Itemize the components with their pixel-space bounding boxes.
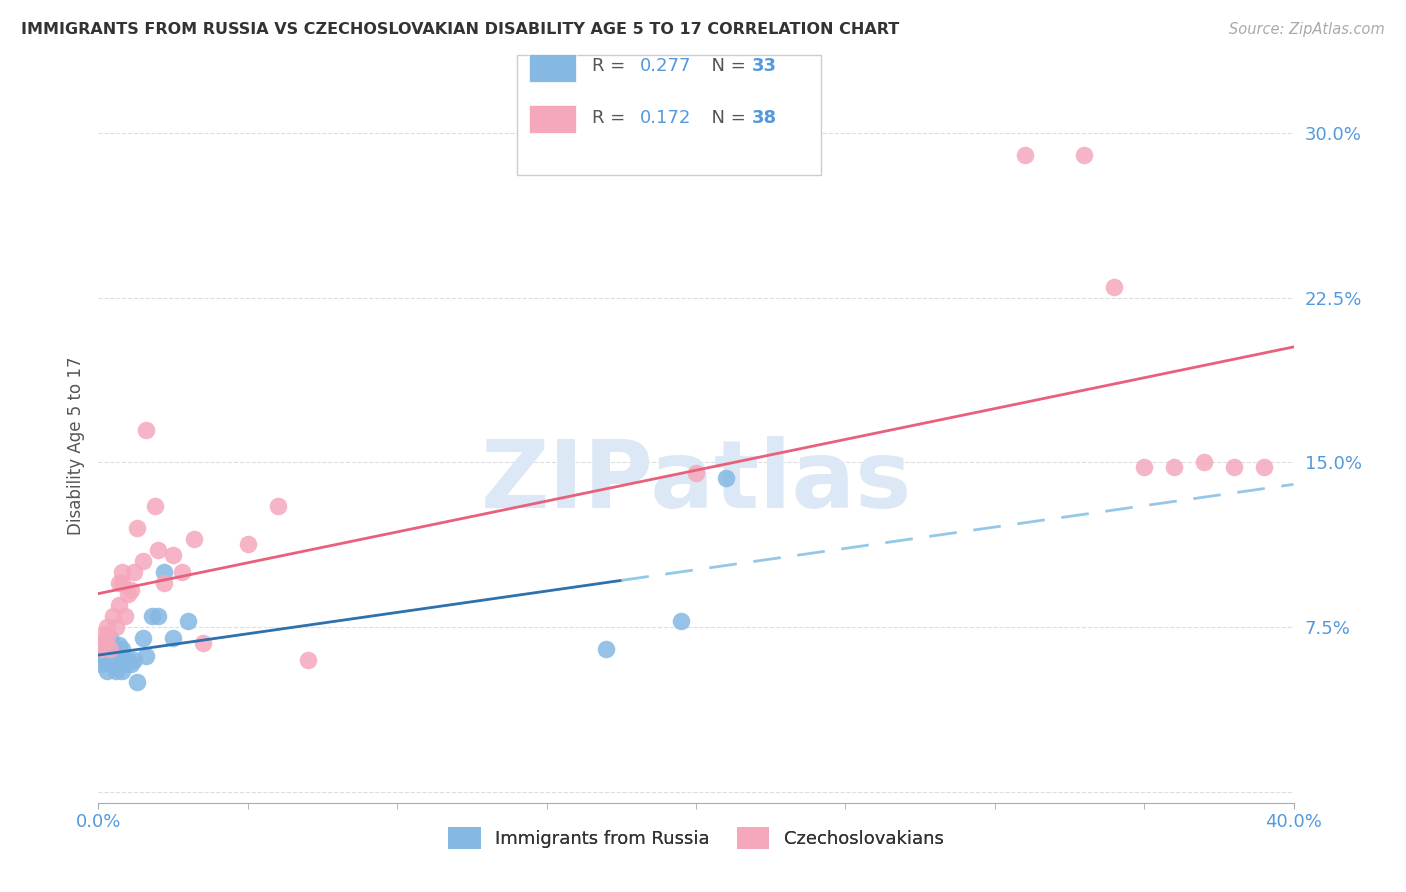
Point xyxy=(267,500,290,514)
Text: N =: N = xyxy=(700,109,751,127)
FancyBboxPatch shape xyxy=(529,105,576,134)
Point xyxy=(103,648,125,663)
Point xyxy=(135,423,157,437)
Point xyxy=(120,582,142,597)
Point xyxy=(117,587,139,601)
Point xyxy=(105,664,128,678)
Legend: Immigrants from Russia, Czechoslovakians: Immigrants from Russia, Czechoslovakians xyxy=(439,818,953,858)
Point xyxy=(172,566,194,580)
Point xyxy=(669,614,692,628)
Point xyxy=(96,620,118,634)
Text: ZIPatlas: ZIPatlas xyxy=(481,435,911,528)
Point xyxy=(236,537,259,551)
Point xyxy=(183,533,205,547)
Point xyxy=(96,635,118,649)
Text: 0.172: 0.172 xyxy=(640,109,692,127)
Point xyxy=(177,614,200,628)
Text: IMMIGRANTS FROM RUSSIA VS CZECHOSLOVAKIAN DISABILITY AGE 5 TO 17 CORRELATION CHA: IMMIGRANTS FROM RUSSIA VS CZECHOSLOVAKIA… xyxy=(21,22,900,37)
Text: R =: R = xyxy=(592,57,631,75)
Point xyxy=(148,609,170,624)
Text: 38: 38 xyxy=(752,109,778,127)
Point xyxy=(162,631,184,645)
Point xyxy=(1104,280,1126,294)
Point xyxy=(114,657,136,672)
Point xyxy=(297,653,319,667)
Point xyxy=(96,664,118,678)
Point xyxy=(111,642,134,657)
Point xyxy=(153,566,176,580)
Point xyxy=(103,657,125,672)
Point xyxy=(153,576,176,591)
Point xyxy=(1133,459,1156,474)
Text: R =: R = xyxy=(592,109,631,127)
Point xyxy=(1192,455,1215,469)
Point xyxy=(1163,459,1185,474)
Point xyxy=(98,642,122,657)
Point xyxy=(103,609,125,624)
Point xyxy=(127,675,149,690)
FancyBboxPatch shape xyxy=(529,54,576,82)
Text: Source: ZipAtlas.com: Source: ZipAtlas.com xyxy=(1229,22,1385,37)
Point xyxy=(148,543,170,558)
Point xyxy=(96,631,118,645)
Point xyxy=(103,642,125,657)
Point xyxy=(105,653,128,667)
Point xyxy=(111,664,134,678)
Point xyxy=(90,657,112,672)
Point xyxy=(1253,459,1275,474)
Point xyxy=(714,471,737,485)
Point xyxy=(124,566,146,580)
Text: 0.277: 0.277 xyxy=(640,57,692,75)
Point xyxy=(98,653,122,667)
Point xyxy=(90,642,112,657)
Text: 33: 33 xyxy=(752,57,778,75)
FancyBboxPatch shape xyxy=(517,55,821,175)
Point xyxy=(685,467,707,481)
Point xyxy=(595,642,617,657)
Point xyxy=(114,609,136,624)
Point xyxy=(120,657,142,672)
Point xyxy=(1223,459,1246,474)
Point xyxy=(143,500,166,514)
Point xyxy=(132,631,155,645)
Point xyxy=(141,609,163,624)
Y-axis label: Disability Age 5 to 17: Disability Age 5 to 17 xyxy=(66,357,84,535)
Point xyxy=(132,554,155,568)
Point xyxy=(96,642,118,657)
Text: N =: N = xyxy=(700,57,751,75)
Point xyxy=(108,598,131,612)
Point xyxy=(1014,148,1036,162)
Point xyxy=(108,576,131,591)
Point xyxy=(162,548,184,562)
Point xyxy=(93,653,115,667)
Point xyxy=(1073,148,1095,162)
Point xyxy=(105,620,128,634)
Point xyxy=(93,635,115,649)
Point xyxy=(124,653,146,667)
Point xyxy=(127,521,149,535)
Point xyxy=(93,648,115,663)
Point xyxy=(98,647,122,661)
Point xyxy=(117,653,139,667)
Point xyxy=(135,648,157,663)
Point xyxy=(93,626,115,640)
Point xyxy=(98,631,122,645)
Point xyxy=(111,576,134,591)
Point xyxy=(108,638,131,652)
Point xyxy=(111,566,134,580)
Point xyxy=(191,635,214,649)
Point xyxy=(108,648,131,663)
